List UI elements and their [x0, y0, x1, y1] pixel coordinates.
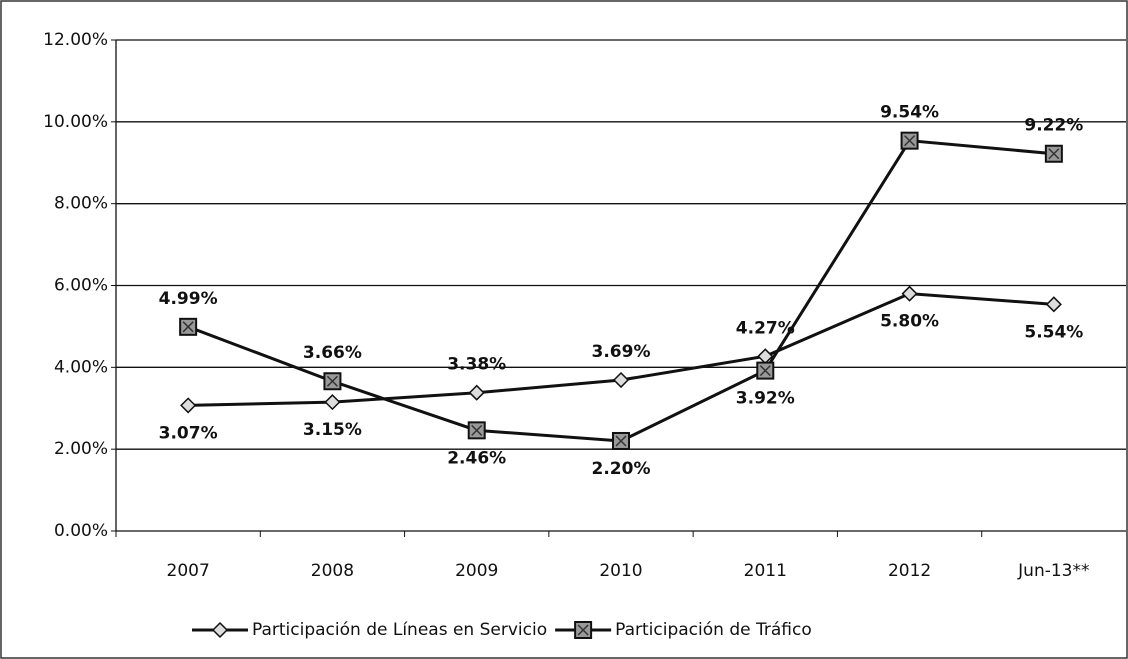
y-tick-label: 8.00% — [54, 194, 108, 214]
x-tick-label: 2011 — [744, 561, 787, 581]
marker-diamond — [180, 397, 197, 414]
legend-label: Participación de Líneas en Servicio — [252, 620, 547, 640]
y-tick-label: 0.00% — [54, 521, 108, 541]
marker-square — [756, 361, 775, 380]
value-label: 5.80% — [880, 312, 939, 332]
value-label: 4.99% — [159, 289, 218, 309]
marker-diamond — [612, 371, 630, 389]
marker-square — [467, 421, 486, 440]
value-label: 3.92% — [736, 389, 795, 409]
marker-diamond — [468, 384, 485, 401]
marker-diamond — [211, 621, 229, 639]
marker-diamond — [901, 285, 918, 302]
value-label: 4.27% — [736, 318, 795, 338]
marker-square — [574, 621, 593, 639]
marker-diamond — [324, 394, 341, 411]
value-label: 2.20% — [592, 459, 651, 479]
value-label: 5.54% — [1024, 322, 1083, 342]
value-label: 3.66% — [303, 343, 362, 363]
value-label: 3.69% — [592, 342, 651, 362]
value-label: 9.54% — [880, 103, 939, 123]
value-label: 3.15% — [303, 420, 362, 440]
value-label: 9.22% — [1024, 116, 1083, 136]
value-label: 2.46% — [447, 448, 506, 468]
x-tick-label: 2007 — [167, 561, 210, 581]
y-tick-label: 4.00% — [54, 357, 108, 377]
legend-label: Participación de Tráfico — [615, 620, 812, 640]
value-label: 3.07% — [159, 423, 218, 443]
x-tick-label: 2008 — [311, 561, 354, 581]
marker-square — [1044, 144, 1063, 163]
marker-diamond — [1045, 296, 1062, 313]
y-tick-label: 2.00% — [54, 439, 108, 459]
marker-square — [179, 317, 198, 336]
x-tick-label: 2010 — [599, 561, 642, 581]
x-tick-label: Jun-13** — [1017, 561, 1089, 581]
value-label: 3.38% — [447, 355, 506, 375]
y-tick-label: 10.00% — [43, 112, 108, 132]
series-line — [187, 139, 1054, 443]
marker-square — [323, 372, 342, 391]
y-tick-label: 6.00% — [54, 276, 108, 296]
x-tick-label: 2012 — [888, 561, 931, 581]
y-tick-label: 12.00% — [43, 30, 108, 50]
marker-square — [900, 131, 919, 150]
marker-square — [612, 431, 630, 450]
x-tick-label: 2009 — [455, 561, 498, 581]
